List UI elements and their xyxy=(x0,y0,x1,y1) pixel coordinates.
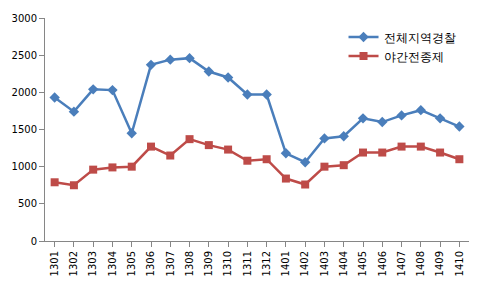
svg-text:1309: 1309 xyxy=(203,251,214,276)
svg-text:1407: 1407 xyxy=(396,251,407,276)
svg-text:1404: 1404 xyxy=(338,251,349,276)
svg-text:1410: 1410 xyxy=(454,251,465,276)
svg-text:1406: 1406 xyxy=(377,251,388,276)
svg-text:1500: 1500 xyxy=(12,124,37,135)
svg-text:500: 500 xyxy=(18,198,37,209)
svg-text:1000: 1000 xyxy=(12,161,37,172)
svg-text:1307: 1307 xyxy=(165,251,176,276)
svg-text:0: 0 xyxy=(31,236,37,247)
svg-text:1402: 1402 xyxy=(299,251,310,276)
svg-text:1308: 1308 xyxy=(184,251,195,276)
svg-text:1401: 1401 xyxy=(280,251,291,276)
svg-text:1302: 1302 xyxy=(68,251,79,276)
svg-text:1312: 1312 xyxy=(261,251,272,276)
svg-text:1311: 1311 xyxy=(242,251,253,276)
svg-text:2000: 2000 xyxy=(12,87,37,98)
svg-text:1408: 1408 xyxy=(415,251,426,276)
svg-text:1405: 1405 xyxy=(357,251,368,276)
svg-text:1301: 1301 xyxy=(49,251,60,276)
svg-text:1409: 1409 xyxy=(434,251,445,276)
svg-text:1304: 1304 xyxy=(107,251,118,276)
svg-text:1305: 1305 xyxy=(126,251,137,276)
svg-text:1303: 1303 xyxy=(87,251,98,276)
svg-text:3000: 3000 xyxy=(12,13,37,24)
svg-text:1310: 1310 xyxy=(222,251,233,276)
svg-text:전체지역경찰: 전체지역경찰 xyxy=(384,31,456,45)
svg-text:1403: 1403 xyxy=(319,251,330,276)
svg-text:야간전종제: 야간전종제 xyxy=(384,50,444,64)
svg-text:1306: 1306 xyxy=(145,251,156,276)
svg-text:2500: 2500 xyxy=(12,50,37,61)
